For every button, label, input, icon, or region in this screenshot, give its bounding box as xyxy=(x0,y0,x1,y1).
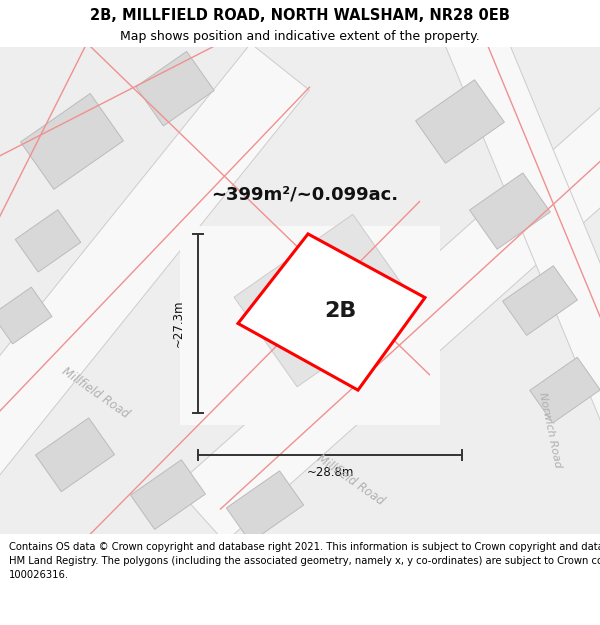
Polygon shape xyxy=(416,80,505,163)
Text: ~28.8m: ~28.8m xyxy=(307,466,353,479)
Polygon shape xyxy=(175,59,600,542)
Text: Contains OS data © Crown copyright and database right 2021. This information is : Contains OS data © Crown copyright and d… xyxy=(9,542,600,579)
Text: Millfield Road: Millfield Road xyxy=(314,452,386,508)
Polygon shape xyxy=(226,471,304,542)
Text: ~399m²/~0.099ac.: ~399m²/~0.099ac. xyxy=(211,185,398,203)
Polygon shape xyxy=(234,214,416,387)
Polygon shape xyxy=(20,94,124,189)
Polygon shape xyxy=(136,51,214,126)
Polygon shape xyxy=(15,210,81,272)
Polygon shape xyxy=(470,173,550,249)
Text: 2B, MILLFIELD ROAD, NORTH WALSHAM, NR28 0EB: 2B, MILLFIELD ROAD, NORTH WALSHAM, NR28 … xyxy=(90,8,510,22)
Polygon shape xyxy=(530,357,600,423)
Polygon shape xyxy=(0,44,309,538)
Text: Map shows position and indicative extent of the property.: Map shows position and indicative extent… xyxy=(120,30,480,43)
Text: Millfield Road: Millfield Road xyxy=(59,365,131,421)
Text: Norwich Road: Norwich Road xyxy=(537,391,563,469)
Polygon shape xyxy=(238,234,425,390)
Polygon shape xyxy=(35,418,115,492)
Polygon shape xyxy=(131,460,205,529)
Polygon shape xyxy=(503,266,577,336)
Text: ~27.3m: ~27.3m xyxy=(172,300,185,348)
Bar xyxy=(180,226,440,425)
Text: 2B: 2B xyxy=(324,301,356,321)
Polygon shape xyxy=(0,287,52,344)
Polygon shape xyxy=(442,16,600,546)
